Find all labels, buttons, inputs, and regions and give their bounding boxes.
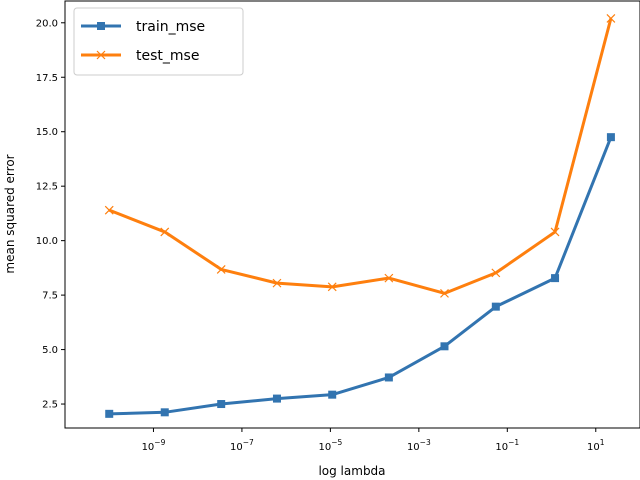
data-point (550, 227, 560, 237)
series-line (108, 18, 613, 295)
x-tick-label: 10−7 (230, 438, 254, 453)
data-point (551, 274, 560, 283)
data-point (160, 408, 169, 417)
legend-label: test_mse (136, 48, 199, 64)
data-point (384, 273, 394, 283)
y-tick-label: 5.0 (42, 345, 58, 356)
data-point (272, 394, 281, 403)
y-tick-label: 10.0 (36, 236, 58, 247)
x-tick-label: 10−3 (407, 438, 431, 453)
series-line (109, 136, 613, 416)
y-tick-label: 20.0 (36, 18, 58, 29)
legend-label: train_mse (136, 19, 205, 35)
y-tick-label: 2.5 (42, 400, 58, 411)
series-train-mse (105, 133, 615, 418)
x-tick-label: 10−1 (495, 438, 519, 453)
data-point (440, 342, 449, 351)
data-point (216, 264, 226, 274)
data-point (327, 282, 337, 292)
y-axis-ticks: 2.5 5.0 7.5 10.0 12.5 15.0 17.5 20.0 (36, 18, 65, 411)
legend-swatch-marker (97, 22, 105, 30)
data-point (384, 373, 393, 382)
legend-item: test_mse (81, 48, 199, 64)
data-point (606, 133, 615, 142)
data-point (440, 288, 449, 298)
series-layer (104, 14, 616, 418)
y-tick-label: 17.5 (36, 73, 58, 84)
legend: train_mse test_mse (73, 7, 244, 76)
data-point (491, 302, 500, 311)
x-tick-label: 101 (587, 438, 605, 453)
x-tick-label: 10−5 (318, 438, 342, 453)
y-tick-label: 12.5 (36, 182, 58, 193)
y-tick-label: 15.0 (36, 127, 58, 138)
x-tick-label: 10−9 (142, 438, 166, 453)
legend-item: train_mse (81, 19, 205, 35)
series-test-mse (104, 14, 616, 298)
data-point (328, 390, 337, 399)
y-tick-label: 7.5 (42, 291, 58, 302)
x-axis-label: log lambda (318, 464, 385, 478)
legend-swatch-marker (96, 50, 106, 60)
data-point (272, 278, 282, 288)
data-point (491, 268, 501, 278)
data-point (606, 14, 616, 23)
data-point (160, 227, 170, 237)
data-point (105, 409, 114, 418)
y-axis-label: mean squared error (3, 154, 17, 273)
x-axis-ticks: 10−9 10−7 10−5 10−3 10−1 101 (142, 428, 605, 453)
data-point (217, 400, 226, 409)
data-point (104, 205, 114, 215)
